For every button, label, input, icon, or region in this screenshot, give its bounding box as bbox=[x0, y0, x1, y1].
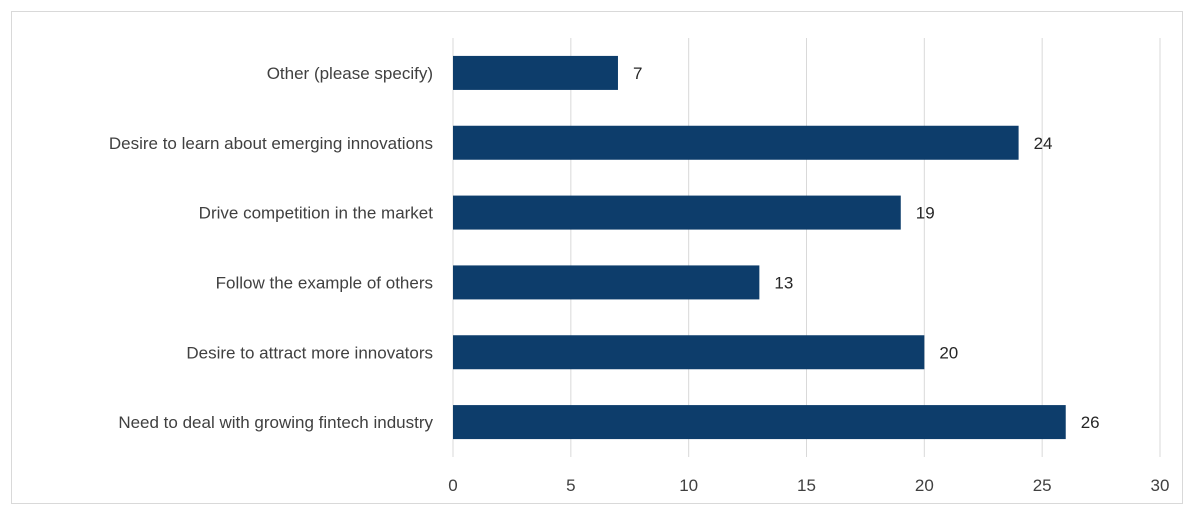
x-tick-label: 30 bbox=[1151, 476, 1170, 495]
bar bbox=[453, 265, 760, 300]
data-labels: 7 24 19 13 20 26 bbox=[633, 64, 1100, 432]
x-tick-label: 20 bbox=[915, 476, 934, 495]
bar bbox=[453, 195, 901, 230]
x-tick-label: 0 bbox=[448, 476, 457, 495]
bar bbox=[453, 335, 925, 370]
bars bbox=[453, 55, 1066, 440]
data-label: 13 bbox=[774, 273, 793, 292]
data-label: 7 bbox=[633, 64, 642, 83]
bar bbox=[453, 405, 1066, 440]
data-label: 20 bbox=[939, 343, 958, 362]
category-label: Other (please specify) bbox=[267, 64, 433, 83]
x-tick-label: 15 bbox=[797, 476, 816, 495]
data-label: 19 bbox=[916, 204, 935, 223]
category-label: Drive competition in the market bbox=[199, 204, 434, 223]
data-label: 24 bbox=[1034, 134, 1053, 153]
category-label: Desire to learn about emerging innovatio… bbox=[109, 134, 433, 153]
category-label: Need to deal with growing fintech indust… bbox=[118, 413, 433, 432]
x-tick-label: 25 bbox=[1033, 476, 1052, 495]
category-label: Follow the example of others bbox=[216, 273, 433, 292]
category-label: Desire to attract more innovators bbox=[186, 343, 433, 362]
data-label: 26 bbox=[1081, 413, 1100, 432]
bar bbox=[453, 125, 1019, 160]
x-axis-ticks: 0 5 10 15 20 25 30 bbox=[448, 476, 1169, 495]
category-labels: Other (please specify) Desire to learn ab… bbox=[109, 64, 434, 432]
x-tick-label: 10 bbox=[679, 476, 698, 495]
gridlines bbox=[452, 38, 1161, 457]
x-tick-label: 5 bbox=[566, 476, 575, 495]
bar bbox=[453, 55, 618, 90]
